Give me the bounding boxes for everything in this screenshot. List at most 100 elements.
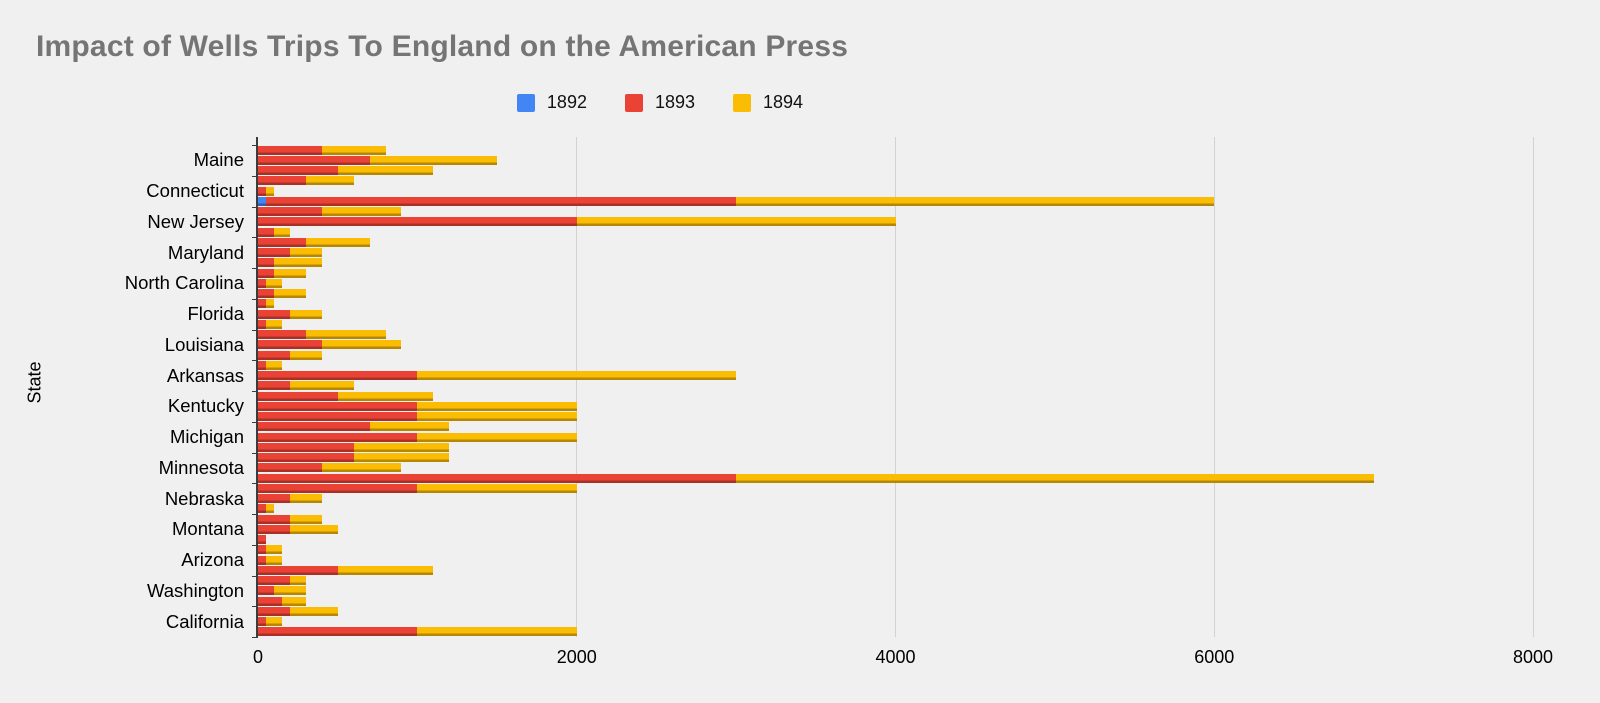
bar-segment-1893[interactable]	[265, 196, 737, 206]
bar[interactable]	[258, 483, 577, 493]
bar-segment-1893[interactable]	[258, 494, 290, 504]
bar-segment-1894[interactable]	[273, 586, 306, 596]
bar-segment-1894[interactable]	[337, 166, 434, 176]
bar-segment-1894[interactable]	[289, 494, 322, 504]
bar-segment-1894[interactable]	[265, 504, 274, 514]
bar-segment-1894[interactable]	[576, 217, 896, 227]
bar-segment-1894[interactable]	[321, 463, 402, 473]
bar-segment-1894[interactable]	[337, 391, 434, 401]
bar-segment-1893[interactable]	[258, 576, 290, 586]
bar-segment-1893[interactable]	[258, 268, 274, 278]
bar[interactable]	[258, 330, 386, 340]
bar-segment-1893[interactable]	[258, 227, 274, 237]
bar-segment-1893[interactable]	[258, 535, 266, 545]
bar[interactable]	[258, 381, 354, 391]
bar-segment-1893[interactable]	[258, 483, 418, 493]
bar-segment-1894[interactable]	[337, 565, 434, 575]
bar-segment-1893[interactable]	[258, 442, 354, 452]
bar-segment-1893[interactable]	[258, 340, 322, 350]
bar[interactable]	[258, 278, 282, 288]
bar-segment-1894[interactable]	[305, 330, 386, 340]
bar[interactable]	[258, 166, 434, 176]
bar-segment-1894[interactable]	[265, 545, 282, 555]
bar-segment-1894[interactable]	[265, 186, 274, 196]
bar-segment-1893[interactable]	[258, 289, 274, 299]
bar-segment-1894[interactable]	[265, 555, 282, 565]
bar-segment-1894[interactable]	[265, 319, 282, 329]
bar-segment-1893[interactable]	[258, 258, 274, 268]
bar-segment-1893[interactable]	[258, 166, 338, 176]
bar[interactable]	[258, 340, 402, 350]
bar-segment-1894[interactable]	[417, 412, 577, 422]
bar-segment-1894[interactable]	[289, 381, 354, 391]
bar-segment-1894[interactable]	[289, 576, 306, 586]
bar[interactable]	[258, 627, 577, 637]
bar-segment-1893[interactable]	[258, 217, 577, 227]
bar-segment-1893[interactable]	[258, 422, 370, 432]
bar[interactable]	[258, 371, 737, 381]
bar[interactable]	[258, 524, 338, 534]
bar[interactable]	[258, 350, 322, 360]
bar[interactable]	[258, 217, 896, 227]
bar[interactable]	[258, 422, 450, 432]
bar[interactable]	[258, 227, 290, 237]
bar[interactable]	[258, 401, 577, 411]
bar-segment-1894[interactable]	[417, 483, 577, 493]
bar[interactable]	[258, 442, 450, 452]
bar-segment-1893[interactable]	[258, 248, 290, 258]
bar[interactable]	[258, 319, 282, 329]
bar[interactable]	[258, 309, 322, 319]
bar-segment-1893[interactable]	[258, 627, 418, 637]
bar-segment-1894[interactable]	[321, 207, 402, 217]
bar-segment-1894[interactable]	[281, 596, 306, 606]
legend-item-1893[interactable]: 1893	[624, 92, 695, 113]
bar[interactable]	[258, 207, 402, 217]
bar-segment-1893[interactable]	[258, 207, 322, 217]
bar[interactable]	[258, 473, 1374, 483]
bar-segment-1894[interactable]	[417, 627, 577, 637]
bar-segment-1893[interactable]	[258, 453, 354, 463]
bar[interactable]	[258, 432, 577, 442]
bar[interactable]	[258, 186, 274, 196]
bar-segment-1894[interactable]	[273, 227, 290, 237]
legend-item-1892[interactable]: 1892	[516, 92, 587, 113]
bar[interactable]	[258, 360, 282, 370]
bar[interactable]	[258, 617, 282, 627]
bar-segment-1894[interactable]	[265, 360, 282, 370]
bar[interactable]	[258, 145, 386, 155]
bar-segment-1893[interactable]	[258, 278, 266, 288]
bar-segment-1893[interactable]	[258, 432, 418, 442]
bar-segment-1893[interactable]	[258, 565, 338, 575]
bar-segment-1893[interactable]	[258, 186, 266, 196]
bar-segment-1893[interactable]	[258, 586, 274, 596]
bar-segment-1893[interactable]	[258, 360, 266, 370]
bar-segment-1893[interactable]	[258, 596, 282, 606]
bar-segment-1894[interactable]	[265, 278, 282, 288]
bar-segment-1893[interactable]	[258, 309, 290, 319]
bar-segment-1893[interactable]	[258, 545, 266, 555]
bar-segment-1893[interactable]	[258, 555, 266, 565]
bar-segment-1893[interactable]	[258, 350, 290, 360]
bar-segment-1893[interactable]	[258, 155, 370, 165]
bar-segment-1893[interactable]	[258, 463, 322, 473]
bar-segment-1893[interactable]	[258, 473, 737, 483]
bar[interactable]	[258, 196, 1215, 206]
bar[interactable]	[258, 565, 434, 575]
bar-segment-1893[interactable]	[258, 606, 290, 616]
bar[interactable]	[258, 176, 354, 186]
bar-segment-1893[interactable]	[258, 401, 418, 411]
bar-segment-1893[interactable]	[258, 319, 266, 329]
bar-segment-1894[interactable]	[369, 422, 450, 432]
bar-segment-1894[interactable]	[289, 606, 338, 616]
bar[interactable]	[258, 514, 322, 524]
bar-segment-1894[interactable]	[265, 617, 282, 627]
bar-segment-1894[interactable]	[289, 248, 322, 258]
bar-segment-1894[interactable]	[273, 268, 306, 278]
bar[interactable]	[258, 248, 322, 258]
bar[interactable]	[258, 463, 402, 473]
bar-segment-1894[interactable]	[321, 340, 402, 350]
bar-segment-1893[interactable]	[258, 176, 306, 186]
bar-segment-1892[interactable]	[258, 196, 266, 206]
bar[interactable]	[258, 299, 274, 309]
bar-segment-1894[interactable]	[736, 196, 1215, 206]
